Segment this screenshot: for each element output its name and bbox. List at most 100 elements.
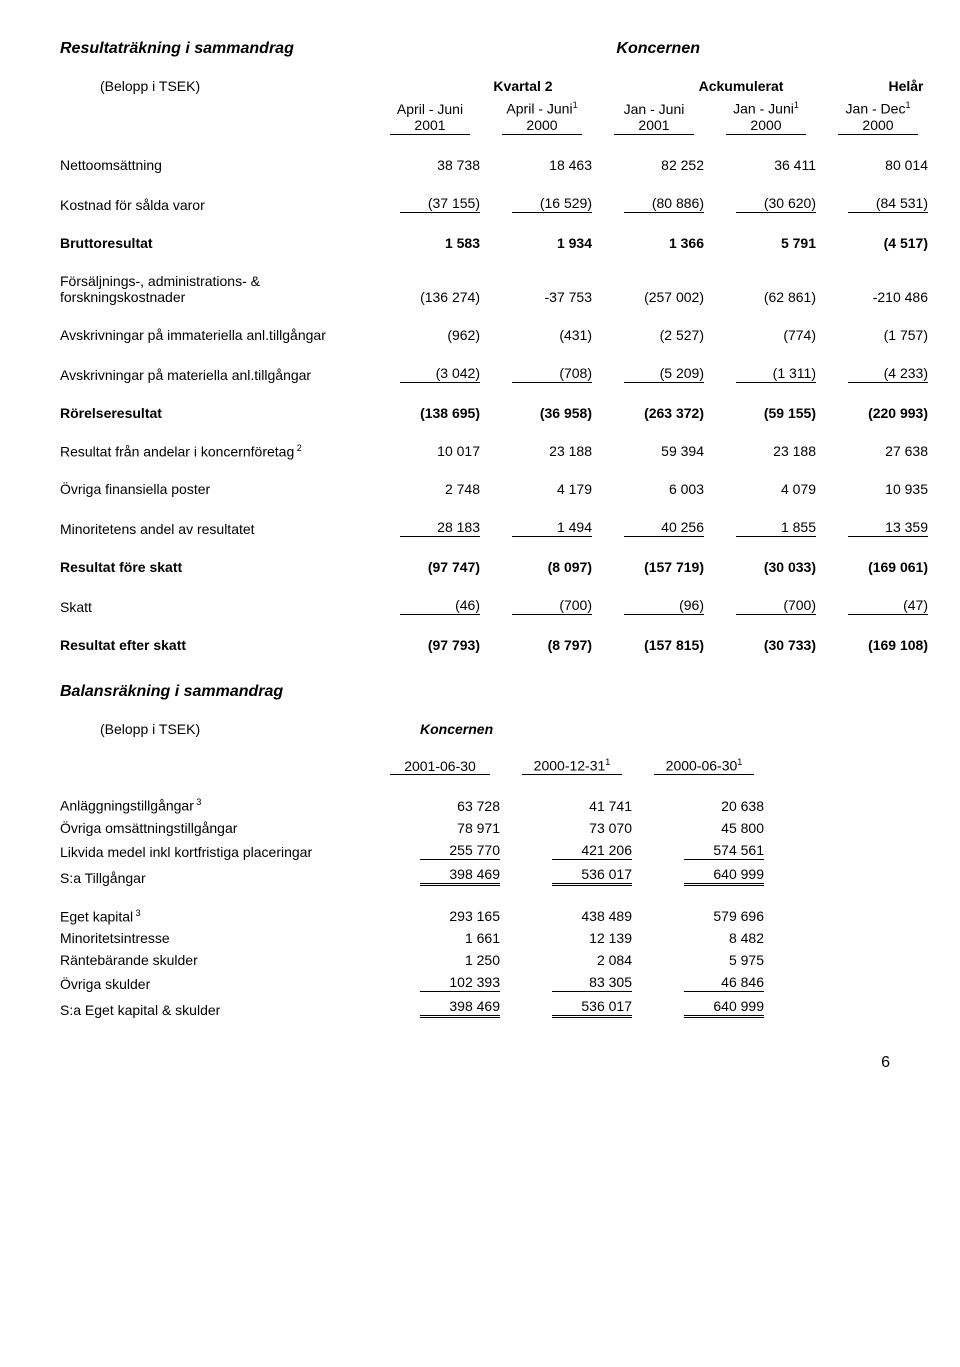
group-kvartal: Kvartal 2 [420, 78, 632, 94]
pl-cell: (4 233) [828, 365, 934, 383]
col2-b: 2000 [492, 117, 598, 135]
bs-cell: 78 971 [380, 820, 506, 836]
bs-cell: 536 017 [512, 998, 638, 1018]
bs-cell: 1 661 [380, 930, 506, 946]
belopp-label: (Belopp i TSEK) [60, 78, 420, 94]
page-number: 6 [60, 1054, 900, 1072]
col1-b: 2001 [380, 117, 486, 135]
pl-row: Rörelseresultat(138 695) (36 958) (263 372… [60, 405, 900, 421]
pl-cell: (169 061) [828, 559, 934, 575]
bs-cell: 63 728 [380, 798, 506, 814]
bs-cell: 102 393 [380, 974, 506, 992]
pl-cell: 18 463 [492, 157, 598, 173]
pl-cell: (431) [492, 327, 598, 343]
bs-row: Minoritetsintresse1 66112 1398 482 [60, 930, 900, 946]
col2-a: April - Juni1 [492, 100, 598, 117]
col4-a: Jan - Juni1 [716, 100, 822, 117]
bs-cell: 398 469 [380, 998, 506, 1018]
pl-row-label: Avskrivningar på immateriella anl.tillgå… [60, 327, 380, 343]
pl-row-label: Minoritetens andel av resultatet [60, 521, 380, 537]
pl-cell: (157 815) [604, 637, 710, 653]
bs-date-2: 2000-06-301 [644, 757, 770, 775]
bs-row-label: Likvida medel inkl kortfristiga placerin… [60, 844, 380, 860]
pl-title-left: Resultaträkning i sammandrag [60, 40, 294, 58]
group-helar: Helår [856, 78, 960, 94]
pl-cell: (8 797) [492, 637, 598, 653]
bs-cell: 45 800 [644, 820, 770, 836]
bs-title: Balansräkning i sammandrag [60, 683, 900, 701]
pl-cell: (774) [716, 327, 822, 343]
bs-row: Eget kapital 3293 165438 489579 696 [60, 908, 900, 925]
pl-cell: 1 934 [492, 235, 598, 251]
pl-cell: (46) [380, 597, 486, 615]
pl-row-label: Rörelseresultat [60, 405, 380, 421]
bs-koncernen: Koncernen [420, 721, 540, 737]
pl-cell: (30 620) [716, 195, 822, 213]
pl-cell: 27 638 [828, 443, 934, 459]
bs-row-label: S:a Tillgångar [60, 870, 380, 886]
col3-b: 2001 [604, 117, 710, 135]
bs-cell: 574 561 [644, 842, 770, 860]
pl-cell: (30 733) [716, 637, 822, 653]
pl-cell: 1 366 [604, 235, 710, 251]
bs-cell: 293 165 [380, 908, 506, 924]
bs-row-label: Räntebärande skulder [60, 952, 380, 968]
bs-date-1: 2000-12-311 [512, 757, 638, 775]
pl-cell: (138 695) [380, 405, 486, 421]
pl-cell: (5 209) [604, 365, 710, 383]
bs-row: S:a Tillgångar398 469536 017640 999 [60, 866, 900, 886]
bs-date-row: 2001-06-30 2000-12-311 2000-06-301 [60, 757, 900, 775]
pl-cell: (136 274) [380, 289, 486, 305]
pl-cell: 38 738 [380, 157, 486, 173]
bs-date-0: 2001-06-30 [380, 758, 506, 775]
pl-group-header: (Belopp i TSEK) Kvartal 2 Ackumulerat He… [60, 78, 900, 94]
pl-col-year: 2001 2000 2001 2000 2000 [60, 117, 900, 135]
pl-cell: (36 958) [492, 405, 598, 421]
bs-cell: 8 482 [644, 930, 770, 946]
pl-cell: 1 855 [716, 519, 822, 537]
pl-cell: (97 793) [380, 637, 486, 653]
pl-cell: (16 529) [492, 195, 598, 213]
bs-row: Anläggningstillgångar 363 72841 74120 63… [60, 797, 900, 814]
pl-row: Försäljnings-, administrations- & forskn… [60, 273, 900, 305]
pl-row-label: Nettoomsättning [60, 157, 380, 173]
pl-cell: 28 183 [380, 519, 486, 537]
col4-b: 2000 [716, 117, 822, 135]
pl-row-label: Resultat efter skatt [60, 637, 380, 653]
pl-cell: (708) [492, 365, 598, 383]
pl-cell: (4 517) [828, 235, 934, 251]
pl-cell: (2 527) [604, 327, 710, 343]
pl-row: Avskrivningar på immateriella anl.tillgå… [60, 327, 900, 343]
pl-row: Skatt(46)(700)(96)(700)(47) [60, 597, 900, 615]
bs-row-label: Övriga omsättningstillgångar [60, 820, 380, 836]
pl-row: Nettoomsättning38 73818 46382 25236 4118… [60, 157, 900, 173]
pl-cell: (1 757) [828, 327, 934, 343]
pl-cell: (169 108) [828, 637, 934, 653]
pl-cell: (30 033) [716, 559, 822, 575]
bs-row-label: Eget kapital 3 [60, 908, 380, 925]
bs-cell: 640 999 [644, 998, 770, 1018]
bs-row-label: Övriga skulder [60, 976, 380, 992]
pl-title-row: Resultaträkning i sammandrag Koncernen [60, 40, 900, 58]
pl-row-label: Försäljnings-, administrations- & forskn… [60, 273, 380, 305]
bs-row: Likvida medel inkl kortfristiga placerin… [60, 842, 900, 860]
pl-cell: 6 003 [604, 481, 710, 497]
pl-cell: (3 042) [380, 365, 486, 383]
pl-row: Resultat efter skatt(97 793) (8 797) (157 … [60, 637, 900, 653]
pl-cell: 59 394 [604, 443, 710, 459]
bs-row: Övriga skulder102 39383 30546 846 [60, 974, 900, 992]
pl-cell: (8 097) [492, 559, 598, 575]
bs-body: Anläggningstillgångar 363 72841 74120 63… [60, 797, 900, 1024]
pl-cell: (47) [828, 597, 934, 615]
bs-row: Räntebärande skulder1 2502 0845 975 [60, 952, 900, 968]
pl-row-label: Kostnad för sålda varor [60, 197, 380, 213]
pl-cell: (96) [604, 597, 710, 615]
bs-belopp: (Belopp i TSEK) [60, 721, 420, 737]
bs-cell: 46 846 [644, 974, 770, 992]
pl-row-label: Resultat från andelar i koncernföretag 2 [60, 443, 380, 460]
pl-cell: 1 583 [380, 235, 486, 251]
pl-cell: (220 993) [828, 405, 934, 421]
pl-cell: (263 372) [604, 405, 710, 421]
pl-cell: 4 179 [492, 481, 598, 497]
pl-cell: 4 079 [716, 481, 822, 497]
